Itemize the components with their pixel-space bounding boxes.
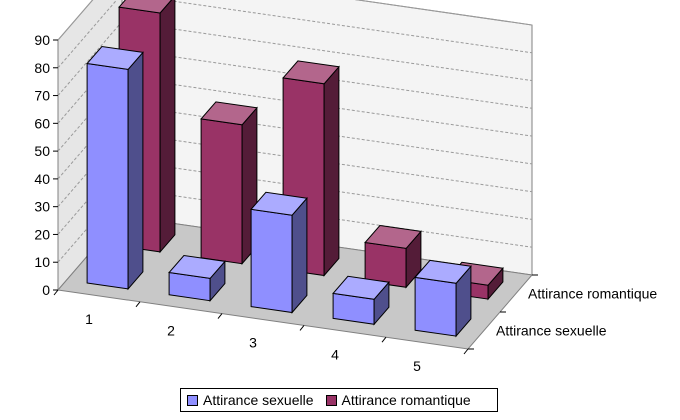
bar-side-face (159, 0, 176, 254)
bar-top-face (250, 191, 308, 216)
legend-label-series-1: Attirance sexuelle (203, 392, 314, 408)
gridline (57, 0, 533, 41)
x-tick-label: 3 (249, 335, 257, 351)
y-tick-label: 60 (34, 115, 50, 131)
x-tick-mark (463, 348, 469, 355)
gridline (57, 0, 533, 69)
bar-top-face (118, 0, 173, 14)
legend: Attirance sexuelle Attirance romantique (180, 388, 498, 412)
bar-top-face (168, 254, 226, 279)
x-tick-label: 5 (413, 358, 421, 374)
bar-top-face (414, 259, 472, 284)
legend-item-series-1: Attirance sexuelle (187, 392, 314, 408)
x-tick-label: 1 (85, 311, 93, 327)
bar-front-face (250, 208, 293, 314)
y-tick-label: 40 (34, 171, 50, 187)
bar-1-5 (414, 259, 472, 338)
bar-2-2 (200, 101, 258, 266)
y-tick-label: 10 (34, 254, 50, 270)
bar-front-face (200, 118, 243, 265)
y-tick-label: 80 (34, 60, 50, 76)
bar-side-face (127, 51, 144, 291)
y-tick-label: 50 (34, 143, 50, 159)
bar-side-face (323, 65, 340, 277)
legend-item-series-2: Attirance romantique (325, 392, 471, 408)
y-tick-label: 0 (42, 282, 50, 298)
x-tick-label: 2 (167, 323, 175, 339)
x-tick-label: 4 (331, 346, 339, 362)
depth-tick-label: Attirance sexuelle (496, 323, 607, 339)
depth-axis-ticks: Attirance sexuelle Attirance romantique (468, 274, 657, 350)
x-axis-ticks: 1 2 3 4 5 (53, 289, 469, 374)
x-tick-mark (381, 336, 387, 343)
legend-swatch-series-2 (325, 394, 337, 406)
bar-1-2 (168, 254, 226, 303)
bar-2-4 (364, 224, 422, 289)
bar-1-1 (86, 45, 144, 291)
bar-top-face (282, 60, 340, 85)
y-axis-ticks: 0 10 20 30 40 50 60 70 80 90 (34, 32, 58, 298)
y-tick-label: 90 (34, 32, 50, 48)
bar-top-face (86, 45, 144, 70)
y-tick-label: 20 (34, 226, 50, 242)
bar-top-face (200, 101, 258, 126)
depth-tick-label: Attirance romantique (528, 286, 657, 302)
bar-top-face (364, 224, 422, 249)
bar-front-face (86, 62, 129, 290)
legend-swatch-series-1 (187, 394, 198, 406)
y-tick-label: 70 (34, 88, 50, 104)
bar-side-face (291, 196, 308, 314)
bar-1-4 (332, 275, 390, 326)
x-tick-mark (217, 313, 223, 319)
x-tick-mark (299, 325, 305, 331)
x-tick-mark (135, 301, 141, 308)
bars (86, 0, 504, 338)
legend-label-series-2: Attirance romantique (341, 392, 471, 408)
bar-1-3 (250, 191, 308, 314)
bar-front-face (414, 276, 457, 337)
bar-top-face (332, 275, 390, 300)
x-tick-mark (53, 289, 59, 296)
y-tick-label: 30 (34, 199, 50, 215)
